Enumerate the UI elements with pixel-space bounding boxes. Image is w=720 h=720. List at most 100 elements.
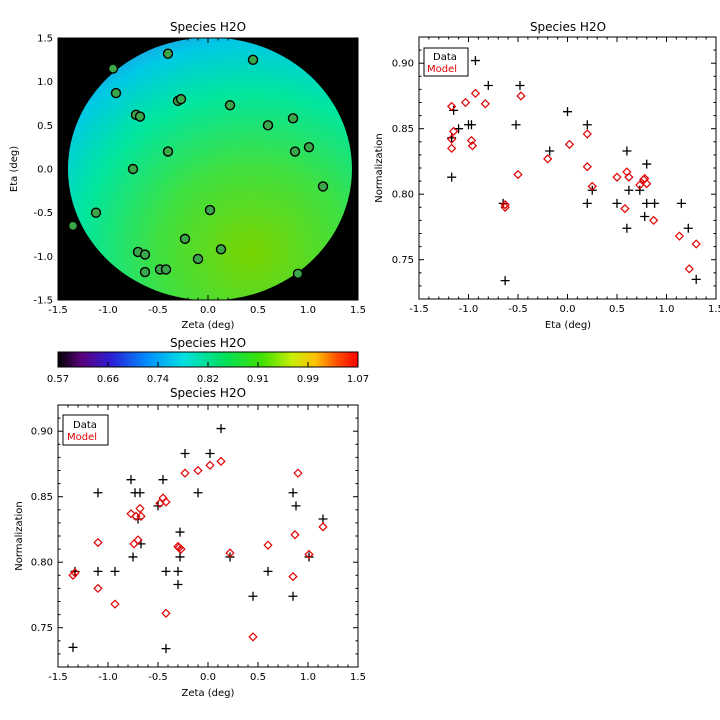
zeta-model-point <box>133 535 143 545</box>
map-point <box>262 120 274 131</box>
zeta-model-point <box>70 568 80 578</box>
eta-data-point <box>483 80 493 90</box>
eta-title: Species H2O <box>530 20 606 34</box>
eta-data-point <box>511 120 521 130</box>
eta-ticks: -1.5 -1.0 -0.5 0.0 0.5 1.0 1.5 0.75 0.80 0.85 0.90 <box>392 36 720 315</box>
zeta-data-point <box>93 488 103 498</box>
zeta-data-point <box>180 448 190 458</box>
map-xtick-label: 0.0 <box>200 305 216 316</box>
zeta-model-point <box>248 632 258 642</box>
map-point <box>303 141 315 153</box>
map-xtick-label: 1.5 <box>350 305 366 316</box>
zeta-panel: Species H2O -1.5 -1.0 -0.5 0.0 0.5 1.0 1.5 0.75… <box>14 386 366 699</box>
eta-data-point <box>622 146 632 156</box>
map-ytick-label: 0.5 <box>37 121 53 132</box>
eta-data-point <box>447 172 457 182</box>
eta-ytick-label: 0.80 <box>392 190 414 201</box>
map-field <box>68 38 352 300</box>
zeta-model-point <box>180 468 190 478</box>
eta-xtick-label: 1.5 <box>708 304 720 315</box>
eta-model-point <box>587 181 597 191</box>
zeta-data-point <box>263 566 273 576</box>
eta-model-point <box>500 200 510 210</box>
eta-ytick-label: 0.75 <box>392 255 414 266</box>
zeta-data-point <box>110 566 120 576</box>
colorbar-title: Species H2O <box>170 336 246 350</box>
map-point <box>67 220 79 231</box>
colorbar-tick-label: 0.91 <box>247 374 269 385</box>
zeta-data-point <box>205 448 215 458</box>
eta-model-point <box>467 141 478 151</box>
eta-data-point <box>624 185 634 195</box>
eta-points <box>447 56 701 286</box>
eta-data-point <box>449 105 459 115</box>
eta-legend-box <box>423 47 469 77</box>
map-xtick-label: 0.5 <box>250 305 266 316</box>
colorbar-tick-label: 1.07 <box>347 374 369 385</box>
map-point <box>175 93 187 105</box>
eta-data-point <box>582 198 592 208</box>
map-point <box>204 204 216 216</box>
eta-xtick-label: -0.5 <box>508 304 528 315</box>
zeta-title: Species H2O <box>170 386 246 400</box>
colorbar-tick-label: 0.74 <box>147 374 169 385</box>
eta-data-point <box>640 211 650 221</box>
zeta-xtick-label: -0.5 <box>148 672 168 683</box>
zeta-data-point <box>304 552 314 562</box>
zeta-ytick-label: 0.80 <box>31 558 53 569</box>
colorbar-tick-label: 0.66 <box>97 374 119 385</box>
zeta-model-point <box>135 503 145 514</box>
map-point <box>224 100 236 111</box>
zeta-model-point <box>318 522 328 532</box>
zeta-points <box>68 424 328 654</box>
zeta-model-point <box>304 549 314 559</box>
zeta-ytick-label: 0.90 <box>31 427 53 438</box>
eta-data-point <box>612 198 622 208</box>
map-xtick-label: -1.0 <box>98 305 118 316</box>
map-ytick-label: 0.0 <box>37 165 53 176</box>
eta-data-point <box>642 198 652 208</box>
map-point <box>287 113 299 124</box>
zeta-model-point <box>126 509 136 519</box>
map-x-ticks: -1.5 -1.0 -0.5 0.0 0.5 1.0 1.5 <box>48 38 366 316</box>
map-point <box>107 63 119 74</box>
eta-data-point <box>582 120 592 130</box>
map-points <box>67 48 329 279</box>
eta-data-point <box>683 223 693 233</box>
eta-xtick-label: 0.5 <box>609 304 625 315</box>
eta-data-point <box>642 159 652 169</box>
zeta-data-point <box>161 566 171 576</box>
map-point <box>247 54 259 66</box>
zeta-xtick-label: -1.0 <box>98 672 118 683</box>
map-title: Species H2O <box>170 20 246 34</box>
zeta-data-point <box>173 566 183 576</box>
zeta-data-point <box>126 475 136 485</box>
eta-model-point <box>447 101 457 112</box>
eta-model-point <box>648 215 659 226</box>
map-point <box>139 266 151 278</box>
eta-xtick-label: 1.0 <box>659 304 675 315</box>
eta-model-point <box>460 97 471 108</box>
map-point <box>317 181 329 192</box>
eta-xtick-label: -1.5 <box>409 304 429 315</box>
eta-model-point <box>582 129 592 139</box>
zeta-data-point <box>128 552 138 562</box>
zeta-data-point <box>248 591 258 601</box>
colorbar-ticks: 0.57 0.66 0.74 0.82 0.91 0.99 1.07 <box>47 362 369 385</box>
map-point <box>192 253 204 265</box>
zeta-ticks: -1.5 -1.0 -0.5 0.0 0.5 1.0 1.5 0.75 0.80 0.85 0.90 <box>31 404 366 683</box>
map-panel: Species H2O -1.5 -1.0 -0.5 0.0 0.5 1.0 1.5 -1.… <box>9 20 366 331</box>
zeta-data-point <box>161 644 171 654</box>
eta-model-point <box>449 126 459 136</box>
eta-data-point <box>635 185 645 195</box>
zeta-data-point <box>93 566 103 576</box>
eta-model-point <box>612 172 622 182</box>
zeta-model-point <box>293 468 303 478</box>
zeta-data-point <box>175 552 185 562</box>
map-xtick-label: 1.0 <box>300 305 316 316</box>
zeta-data-point <box>158 475 168 485</box>
zeta-data-point <box>135 488 145 498</box>
zeta-model-point <box>68 570 78 580</box>
eta-model-point <box>447 143 457 153</box>
